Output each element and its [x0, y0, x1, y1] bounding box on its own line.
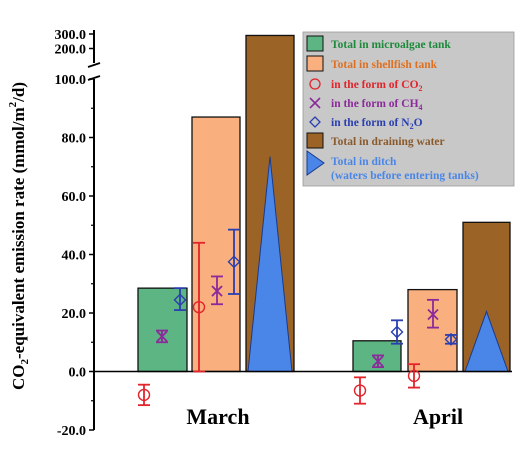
circle-marker: [353, 384, 367, 397]
y-axis-label-part: CO: [9, 365, 28, 391]
legend-diamond-icon: [309, 116, 321, 128]
legend-label: Total in shellfish tank: [331, 59, 438, 71]
circle-marker: [407, 369, 421, 383]
circle-marker: [192, 300, 206, 314]
x-axis-categories: March April: [186, 404, 463, 429]
y-axis-label-part: 2: [7, 101, 19, 107]
legend-label-part: 2: [410, 122, 414, 131]
marker-co2b-april: [407, 363, 421, 389]
legend-triangle-icon: [306, 150, 325, 176]
diamond-marker: [444, 332, 458, 346]
legend-entry: in the form of N2O: [309, 116, 423, 131]
category-label-march: March: [186, 404, 249, 429]
legend-label: Total in microalgae tank: [331, 39, 451, 51]
y-tick-label: 40.0: [62, 249, 87, 264]
diamond-marker: [173, 293, 187, 307]
marker-ch4-april: [372, 354, 384, 369]
legend-box: [302, 31, 515, 187]
legend-label-part: O: [414, 117, 423, 129]
cross-marker-b: [211, 285, 223, 297]
legend-label-part: in the form of CH: [331, 98, 419, 110]
marker-ch4-march: [156, 329, 168, 344]
legend-entry: Total in microalgae tank: [306, 35, 451, 52]
y-tick-label-upper: 300.0: [55, 28, 87, 43]
legend-circle-icon: [309, 78, 321, 90]
y-tick-label: 60.0: [62, 190, 87, 205]
legend-entry: Total in shellfish tank: [306, 55, 438, 72]
y-tick-label-upper: 200.0: [55, 43, 87, 58]
diamond-marker: [390, 325, 404, 339]
legend-label-part: in the form of CO: [331, 79, 419, 91]
legend-label-line2: (waters before entering tanks): [331, 170, 479, 182]
y-axis-label-part: /d): [9, 82, 28, 103]
diamond-marker: [227, 255, 241, 269]
axis-break-mark-a: [87, 62, 101, 68]
y-axis-label: CO2-equivalent emission rate (mmol/m2/d): [7, 82, 31, 390]
legend-label: Total in draining water: [331, 136, 445, 148]
legend-cross-icon: [309, 97, 321, 109]
y-tick-label: 20.0: [62, 307, 87, 322]
marker-n2o-april: [390, 319, 404, 345]
marker-ch4b-april: [427, 298, 439, 329]
y-axis-label-part: 2: [19, 359, 31, 365]
legend-swatch: [306, 132, 324, 149]
marker-n2ob-march: [227, 228, 241, 295]
legend: Total in microalgae tank Total in shellfi…: [302, 31, 515, 187]
legend-entry: Total in ditch (waters before entering ta…: [306, 150, 479, 182]
legend-label: Total in ditch: [331, 156, 397, 168]
legend-label: in the form of N2O: [331, 117, 423, 131]
legend-swatch: [306, 55, 324, 72]
legend-entry: Total in draining water: [306, 132, 445, 149]
legend-label: in the form of CO2: [331, 79, 423, 93]
plot-area: [94, 34, 512, 407]
y-tick-label: -20.0: [57, 424, 86, 439]
marker-co2-april: [353, 376, 367, 405]
category-label-april: April: [413, 404, 463, 429]
circle-marker: [137, 388, 151, 402]
legend-entry: in the form of CH4: [309, 97, 423, 112]
legend-label-part: in the form of N: [331, 117, 410, 129]
legend-label: in the form of CH4: [331, 98, 423, 112]
legend-swatch: [306, 35, 324, 52]
y-axis-label-part: -equivalent emission rate (mmol/m: [9, 107, 28, 359]
marker-n2o-march: [173, 287, 187, 311]
y-tick-label: 80.0: [62, 132, 87, 147]
marker-n2ob-april: [444, 332, 458, 346]
cross-marker-b: [372, 355, 384, 367]
cross-marker-b: [427, 308, 439, 321]
y-tick-label: 100.0: [55, 73, 87, 88]
y-tick-label: 0.0: [69, 366, 87, 381]
marker-ch4b-march: [211, 275, 223, 306]
legend-entry: in the form of CO2: [309, 78, 423, 93]
marker-co2b-march: [192, 241, 206, 373]
cross-marker-b: [156, 330, 168, 343]
legend-label-part: 4: [419, 103, 423, 112]
marker-co2-march: [137, 383, 151, 407]
legend-label-part: 2: [419, 84, 423, 93]
